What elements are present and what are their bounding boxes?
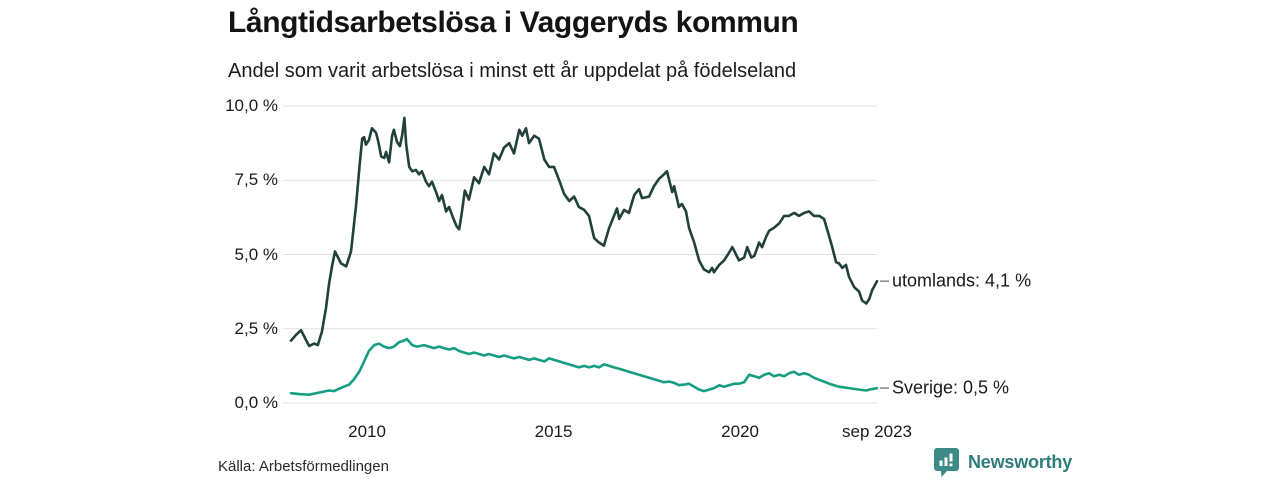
x-axis-tick-label: 2010 bbox=[348, 422, 386, 441]
newsworthy-pin-icon bbox=[934, 448, 959, 477]
chart-subtitle: Andel som varit arbetslösa i minst ett å… bbox=[228, 60, 797, 82]
y-axis-tick-label: 7,5 % bbox=[234, 170, 278, 190]
gridlines bbox=[283, 105, 877, 404]
x-axis-tick-label: 2015 bbox=[534, 422, 573, 441]
chart-title: Långtidsarbetslösa i Vaggeryds kommun bbox=[228, 6, 799, 39]
y-axis-tick-label: 10,0 % bbox=[225, 96, 278, 115]
series-end-label-sverige: Sverige: 0,5 % bbox=[892, 377, 1010, 398]
source-credit: Källa: Arbetsförmedlingen bbox=[218, 458, 389, 475]
y-axis-tick-label: 2,5 % bbox=[234, 318, 278, 338]
series-line-utomlands bbox=[289, 116, 879, 348]
newsworthy-wordmark: Newsworthy bbox=[968, 452, 1073, 472]
series-line-sverige bbox=[289, 337, 879, 397]
x-axis-tick-label: 2020 bbox=[721, 422, 760, 441]
series-end-label-utomlands: utomlands: 4,1 % bbox=[892, 270, 1032, 291]
y-axis-tick-label: 5,0 % bbox=[234, 244, 278, 264]
y-axis-tick-label: 0,0 % bbox=[234, 393, 278, 412]
x-axis-tick-label: sep 2023 bbox=[842, 422, 912, 441]
newsworthy-logo: Newsworthy bbox=[933, 447, 1072, 478]
